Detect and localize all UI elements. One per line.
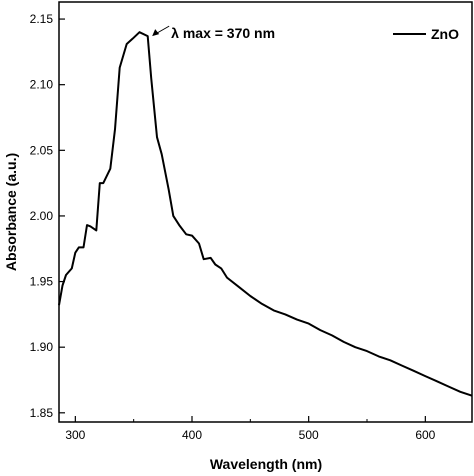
annotation-label: λ max = 370 nm [171, 25, 275, 41]
x-tick-label: 500 [299, 428, 319, 442]
series-line-zno [58, 31, 473, 397]
x-axis-title: Wavelength (nm) [210, 456, 322, 472]
x-tick-label: 300 [65, 428, 85, 442]
legend-label-zno: ZnO [431, 26, 459, 42]
y-axis-title: Absorbance (a.u.) [3, 153, 19, 271]
y-tick-label: 1.95 [30, 275, 54, 289]
x-tick-label: 600 [415, 428, 435, 442]
annotation: λ max = 370 nm [152, 25, 275, 41]
plot-frame [58, 1, 473, 423]
y-tick-label: 2.00 [30, 209, 54, 223]
y-tick-label: 1.85 [30, 406, 54, 420]
series-group [58, 31, 473, 397]
y-axis-ticks: 1.85 1.90 1.95 2.00 2.05 2.10 2.15 [30, 12, 65, 420]
y-tick-label: 2.10 [30, 78, 54, 92]
y-tick-label: 1.90 [30, 340, 54, 354]
x-axis-ticks: 300 400 500 600 [65, 416, 436, 442]
y-tick-label: 2.15 [30, 12, 54, 26]
x-tick-label: 400 [182, 428, 202, 442]
y-tick-label: 2.05 [30, 143, 54, 157]
legend: ZnO [393, 26, 459, 42]
annotation-arrowhead [152, 29, 160, 37]
